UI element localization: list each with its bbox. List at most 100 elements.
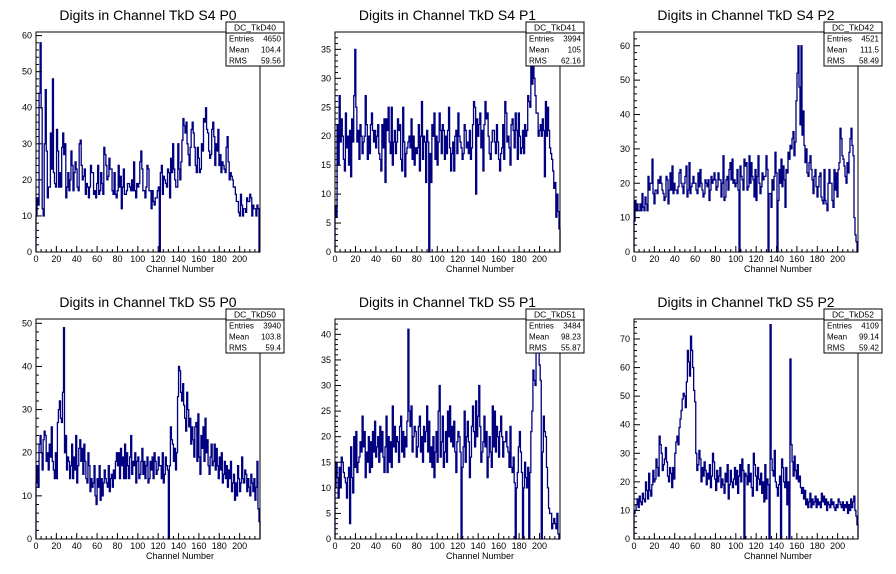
x-tick-label: 200 bbox=[830, 254, 845, 264]
histogram-panel: Digits in Channel TkD S4 P10 20 40 60 80 100 1… bbox=[321, 7, 585, 274]
stats-name: DC_TkD42 bbox=[832, 23, 874, 33]
stats-mean-value: 105 bbox=[568, 46, 582, 55]
stats-box-frame bbox=[823, 308, 883, 354]
x-tick-label: 180 bbox=[512, 541, 527, 551]
x-tick-label: 0 bbox=[631, 254, 636, 264]
stats-entries-label: Entries bbox=[827, 35, 852, 44]
x-tick-label: 60 bbox=[690, 541, 700, 551]
x-tick-label: 140 bbox=[471, 254, 486, 264]
stats-entries-value: 3994 bbox=[563, 35, 581, 44]
y-tick-label: 10 bbox=[321, 483, 331, 493]
x-tick-label: 200 bbox=[232, 254, 247, 264]
stats-entries-label: Entries bbox=[229, 322, 254, 331]
stats-entries-label: Entries bbox=[529, 322, 554, 331]
y-tick-label: 50 bbox=[620, 75, 630, 85]
x-tick-label: 20 bbox=[350, 541, 360, 551]
x-tick-label: 80 bbox=[412, 541, 422, 551]
stats-rms-label: RMS bbox=[529, 344, 547, 353]
stats-mean-label: Mean bbox=[529, 46, 549, 55]
stats-name: DC_TkD50 bbox=[234, 310, 276, 320]
histogram-series bbox=[334, 48, 561, 253]
x-tick-label: 140 bbox=[471, 541, 486, 551]
stats-entries-label: Entries bbox=[229, 35, 254, 44]
stats-rms-label: RMS bbox=[827, 344, 845, 353]
stats-rms-value: 55.87 bbox=[561, 344, 582, 353]
stats-rms-value: 59.42 bbox=[859, 344, 880, 353]
stats-box: DC_TkD42 Entries 4521 Mean 111.5 RMS 58.49 bbox=[823, 21, 883, 67]
stats-rms-label: RMS bbox=[229, 344, 247, 353]
x-tick-label: 80 bbox=[412, 254, 422, 264]
y-tick-label: 30 bbox=[22, 405, 32, 415]
x-tick-label: 100 bbox=[728, 541, 743, 551]
y-tick-label: 35 bbox=[321, 44, 331, 54]
chart-title: Digits in Channel TkD S4 P2 bbox=[657, 7, 834, 23]
stats-rms-label: RMS bbox=[529, 57, 547, 66]
chart-title: Digits in Channel TkD S4 P1 bbox=[359, 7, 536, 23]
x-tick-label: 40 bbox=[371, 541, 381, 551]
stats-box-frame bbox=[525, 21, 585, 67]
y-tick-label: 60 bbox=[620, 363, 630, 373]
stats-entries-label: Entries bbox=[827, 322, 852, 331]
y-tick-label: 35 bbox=[321, 355, 331, 365]
x-tick-label: 120 bbox=[151, 541, 166, 551]
y-tick-label: 30 bbox=[321, 381, 331, 391]
histogram-panel: Digits in Channel TkD S5 P10 20 40 60 80 100 1… bbox=[321, 294, 585, 561]
y-tick-label: 40 bbox=[620, 110, 630, 120]
stats-box-frame bbox=[823, 21, 883, 67]
stats-box-frame bbox=[525, 308, 585, 354]
x-tick-label: 40 bbox=[670, 541, 680, 551]
stats-mean-label: Mean bbox=[827, 333, 847, 342]
x-tick-label: 20 bbox=[350, 254, 360, 264]
x-tick-label: 120 bbox=[749, 254, 764, 264]
x-tick-label: 160 bbox=[789, 541, 804, 551]
chart-title: Digits in Channel TkD S5 P2 bbox=[657, 294, 834, 310]
x-tick-label: 100 bbox=[430, 541, 445, 551]
stats-entries-label: Entries bbox=[529, 35, 554, 44]
x-tick-label: 100 bbox=[130, 254, 145, 264]
x-tick-label: 60 bbox=[391, 541, 401, 551]
y-tick-label: 50 bbox=[22, 67, 32, 77]
histogram-series bbox=[35, 326, 261, 540]
x-tick-label: 160 bbox=[491, 541, 506, 551]
histogram-series bbox=[633, 45, 858, 253]
x-tick-label: 100 bbox=[430, 254, 445, 264]
x-tick-label: 100 bbox=[130, 541, 145, 551]
y-tick-label: 40 bbox=[22, 361, 32, 371]
stats-mean-value: 98.23 bbox=[561, 333, 582, 342]
stats-box: DC_TkD41 Entries 3994 Mean 105 RMS 62.16 bbox=[525, 21, 585, 67]
histogram-panel: Digits in Channel TkD S4 P00 20 40 60 80 100 1… bbox=[22, 7, 285, 274]
y-tick-label: 70 bbox=[620, 334, 630, 344]
y-tick-label: 15 bbox=[321, 457, 331, 467]
stats-mean-label: Mean bbox=[827, 46, 847, 55]
y-tick-label: 0 bbox=[326, 534, 331, 544]
x-tick-label: 20 bbox=[51, 541, 61, 551]
x-axis-label: Channel Number bbox=[146, 264, 214, 274]
x-axis-label: Channel Number bbox=[146, 551, 214, 561]
stats-rms-label: RMS bbox=[229, 57, 247, 66]
x-tick-label: 40 bbox=[670, 254, 680, 264]
y-tick-label: 60 bbox=[22, 31, 32, 41]
stats-entries-value: 4650 bbox=[263, 35, 281, 44]
stats-box: DC_TkD40 Entries 4650 Mean 104.4 RMS 59.56 bbox=[225, 21, 285, 67]
x-tick-label: 160 bbox=[789, 254, 804, 264]
x-tick-label: 120 bbox=[450, 541, 465, 551]
y-tick-label: 30 bbox=[321, 73, 331, 83]
y-tick-label: 40 bbox=[620, 420, 630, 430]
stats-mean-label: Mean bbox=[529, 333, 549, 342]
y-tick-label: 0 bbox=[27, 534, 32, 544]
x-tick-label: 180 bbox=[810, 541, 825, 551]
x-tick-label: 60 bbox=[92, 541, 102, 551]
x-axis-label: Channel Number bbox=[446, 264, 514, 274]
stats-rms-value: 62.16 bbox=[561, 57, 582, 66]
histogram-series bbox=[334, 328, 560, 540]
y-tick-label: 0 bbox=[625, 534, 630, 544]
x-tick-label: 80 bbox=[112, 541, 122, 551]
y-tick-label: 0 bbox=[27, 247, 32, 257]
x-tick-label: 120 bbox=[450, 254, 465, 264]
x-tick-label: 0 bbox=[332, 254, 337, 264]
y-tick-label: 20 bbox=[620, 178, 630, 188]
y-tick-label: 0 bbox=[326, 247, 331, 257]
x-tick-label: 200 bbox=[830, 541, 845, 551]
stats-entries-value: 3940 bbox=[263, 322, 281, 331]
